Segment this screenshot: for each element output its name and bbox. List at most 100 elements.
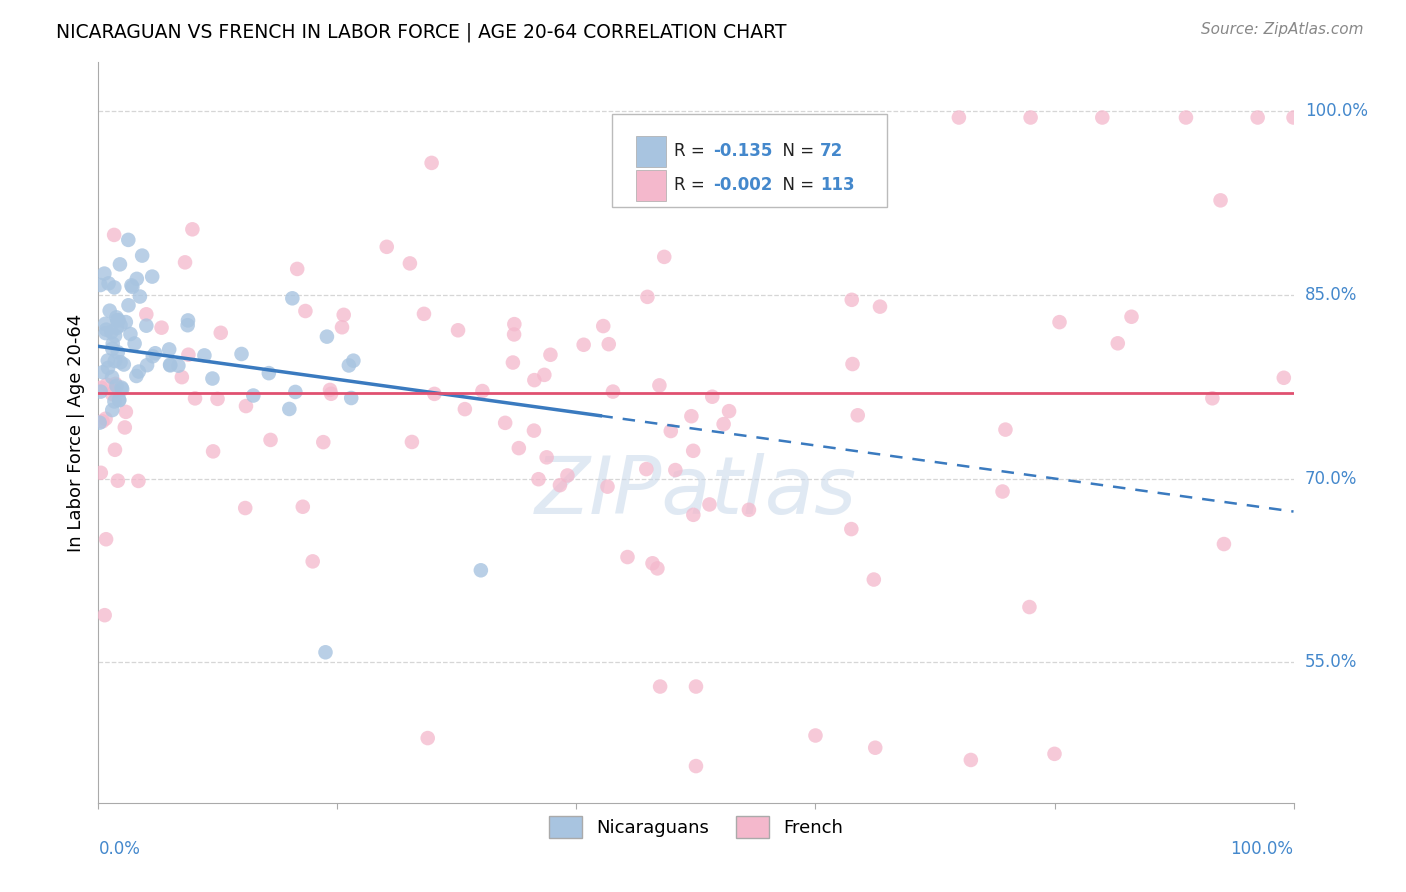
Point	[90, 381, 112, 395]
Point	[105, 313, 128, 327]
Point	[285, 261, 308, 276]
Point	[416, 731, 439, 745]
Point	[533, 368, 555, 382]
Point	[101, 403, 124, 417]
Point	[527, 472, 550, 486]
Point	[112, 358, 135, 372]
Point	[94, 533, 117, 547]
FancyBboxPatch shape	[637, 169, 666, 201]
Point	[1019, 111, 1042, 125]
Point	[523, 373, 546, 387]
Point	[233, 501, 256, 516]
Point	[110, 355, 132, 369]
Point	[685, 680, 707, 694]
Point	[94, 317, 117, 331]
Point	[648, 378, 671, 392]
Point	[94, 326, 117, 340]
Point	[862, 573, 884, 587]
Text: -0.135: -0.135	[713, 142, 772, 161]
Point	[150, 320, 173, 334]
Point	[728, 177, 751, 191]
Point	[167, 359, 190, 373]
Point	[846, 409, 869, 423]
Point	[117, 233, 139, 247]
Point	[1049, 315, 1071, 329]
Point	[502, 355, 524, 369]
Point	[110, 318, 132, 333]
Point	[127, 474, 149, 488]
Point	[641, 556, 664, 570]
Point	[503, 317, 526, 331]
Point	[108, 257, 131, 271]
FancyBboxPatch shape	[637, 136, 666, 167]
Point	[841, 293, 863, 307]
Text: 113: 113	[820, 177, 855, 194]
Point	[718, 404, 741, 418]
Point	[101, 370, 124, 384]
Point	[101, 336, 124, 351]
Point	[94, 411, 117, 425]
Point	[869, 300, 891, 314]
Point	[107, 474, 129, 488]
Point	[105, 310, 128, 325]
Point	[120, 326, 142, 341]
Point	[413, 307, 436, 321]
Point	[131, 249, 153, 263]
Point	[110, 381, 132, 395]
Point	[201, 371, 224, 385]
Point	[340, 391, 363, 405]
Point	[284, 384, 307, 399]
Point	[1247, 111, 1270, 125]
Point	[1213, 537, 1236, 551]
Point	[209, 326, 232, 340]
Y-axis label: In Labor Force | Age 20-64: In Labor Force | Age 20-64	[66, 313, 84, 552]
Point	[399, 256, 422, 270]
Point	[107, 345, 129, 359]
Point	[702, 390, 724, 404]
Point	[97, 360, 120, 375]
Point	[105, 379, 128, 393]
Point	[1091, 111, 1114, 125]
Point	[96, 377, 118, 392]
Point	[242, 388, 264, 402]
Point	[291, 500, 314, 514]
Point	[294, 304, 316, 318]
Point	[103, 280, 125, 294]
Text: 70.0%: 70.0%	[1305, 469, 1357, 488]
Point	[97, 277, 120, 291]
Text: R =: R =	[675, 177, 710, 194]
Point	[1201, 392, 1223, 406]
Point	[1282, 111, 1305, 125]
Text: -0.002: -0.002	[713, 177, 772, 194]
Point	[121, 280, 143, 294]
Legend: Nicaraguans, French: Nicaraguans, French	[541, 809, 851, 846]
Point	[103, 394, 125, 409]
Point	[538, 348, 561, 362]
Point	[470, 563, 492, 577]
Point	[128, 365, 150, 379]
Point	[128, 289, 150, 303]
Point	[259, 433, 281, 447]
Point	[141, 269, 163, 284]
Text: Source: ZipAtlas.com: Source: ZipAtlas.com	[1201, 22, 1364, 37]
Point	[536, 450, 558, 465]
Point	[115, 405, 138, 419]
Point	[157, 343, 180, 357]
Point	[319, 383, 342, 397]
Point	[278, 401, 301, 416]
Point	[1209, 194, 1232, 208]
Point	[494, 416, 516, 430]
Point	[105, 321, 128, 335]
Point	[841, 357, 863, 371]
Point	[135, 307, 157, 321]
Point	[420, 156, 443, 170]
Point	[804, 729, 827, 743]
Point	[659, 424, 682, 438]
Point	[125, 272, 148, 286]
Point	[207, 392, 229, 406]
Point	[960, 753, 983, 767]
Point	[699, 498, 721, 512]
Point	[97, 353, 120, 368]
Point	[90, 384, 112, 399]
Point	[103, 227, 125, 242]
